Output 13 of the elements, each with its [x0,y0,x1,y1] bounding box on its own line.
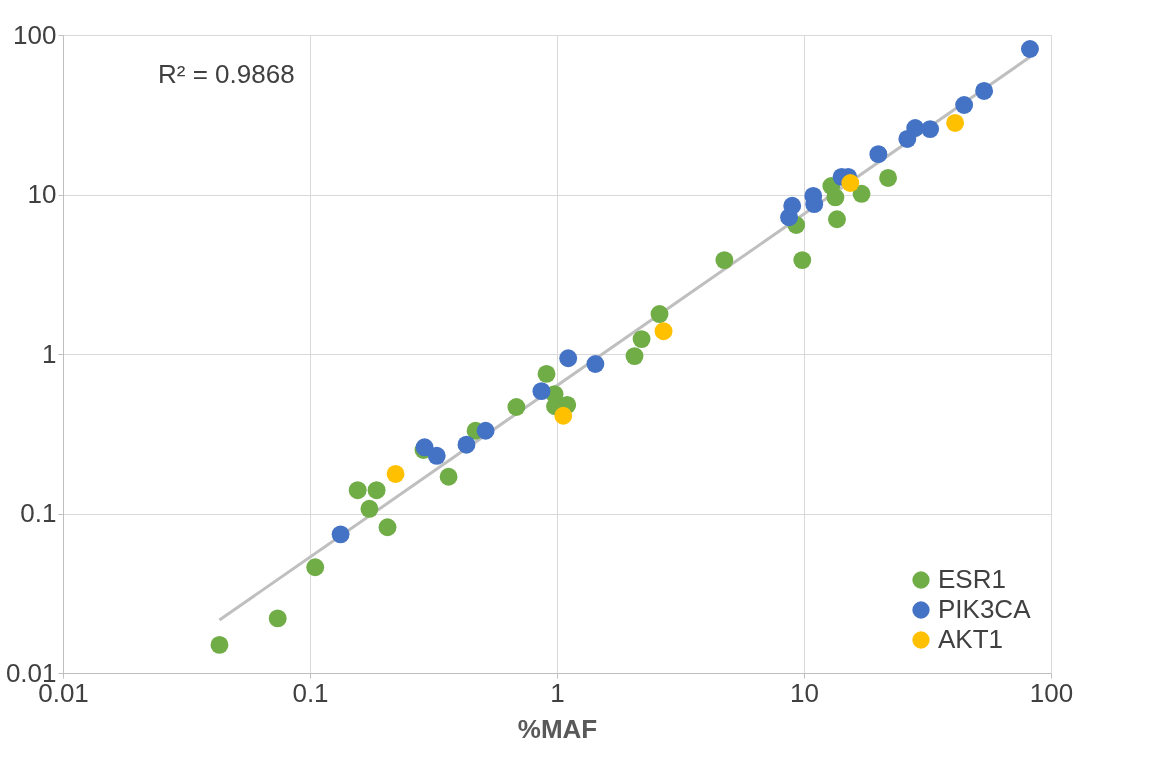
annotation: R² = 0.9868 [158,59,295,89]
x-tick-label: 10 [790,677,819,708]
y-tick-label: 10 [27,179,57,209]
legend-label: ESR1 [938,564,1006,594]
y-tick-label: 0.1 [20,498,57,528]
legend-label: PIK3CA [938,594,1032,624]
x-tick-label: 0.1 [292,677,329,708]
legend-label: AKT1 [938,624,1004,654]
x-tick-label: 100 [1029,677,1074,708]
y-tick-label: 1 [42,338,57,369]
y-tick-label: 100 [13,19,57,50]
x-axis-title: %MAF [517,713,598,744]
x-tick-label: 1 [550,677,565,708]
